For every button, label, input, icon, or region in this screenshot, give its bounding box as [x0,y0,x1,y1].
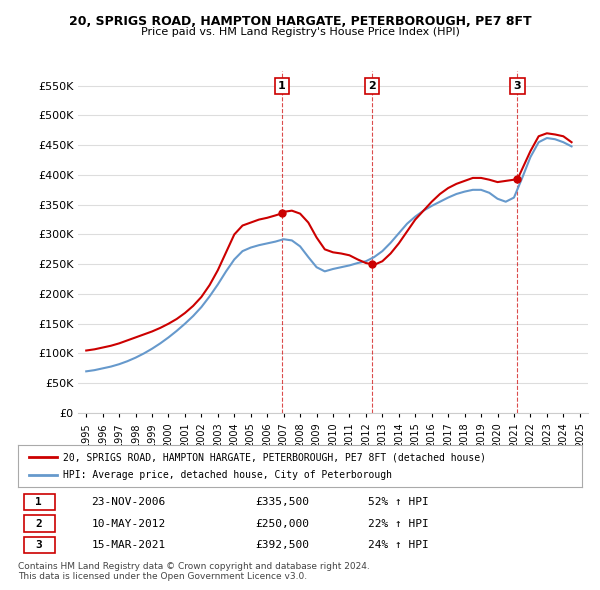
Text: 3: 3 [514,81,521,91]
Text: 52% ↑ HPI: 52% ↑ HPI [368,497,428,507]
Text: 22% ↑ HPI: 22% ↑ HPI [368,519,428,529]
Text: 1: 1 [278,81,286,91]
Text: 23-NOV-2006: 23-NOV-2006 [91,497,166,507]
Text: 20, SPRIGS ROAD, HAMPTON HARGATE, PETERBOROUGH, PE7 8FT (detached house): 20, SPRIGS ROAD, HAMPTON HARGATE, PETERB… [63,452,486,462]
Text: 15-MAR-2021: 15-MAR-2021 [91,540,166,550]
Text: 24% ↑ HPI: 24% ↑ HPI [368,540,428,550]
Text: £250,000: £250,000 [255,519,309,529]
Text: 2: 2 [368,81,376,91]
Text: £392,500: £392,500 [255,540,309,550]
Text: 2: 2 [35,519,42,529]
Text: £335,500: £335,500 [255,497,309,507]
FancyBboxPatch shape [23,537,55,553]
Text: 20, SPRIGS ROAD, HAMPTON HARGATE, PETERBOROUGH, PE7 8FT: 20, SPRIGS ROAD, HAMPTON HARGATE, PETERB… [68,15,532,28]
Text: 3: 3 [35,540,42,550]
Text: 1: 1 [35,497,42,507]
FancyBboxPatch shape [23,494,55,510]
FancyBboxPatch shape [23,516,55,532]
Text: 10-MAY-2012: 10-MAY-2012 [91,519,166,529]
Text: This data is licensed under the Open Government Licence v3.0.: This data is licensed under the Open Gov… [18,572,307,581]
Text: Price paid vs. HM Land Registry's House Price Index (HPI): Price paid vs. HM Land Registry's House … [140,27,460,37]
Text: HPI: Average price, detached house, City of Peterborough: HPI: Average price, detached house, City… [63,470,392,480]
Text: Contains HM Land Registry data © Crown copyright and database right 2024.: Contains HM Land Registry data © Crown c… [18,562,370,571]
